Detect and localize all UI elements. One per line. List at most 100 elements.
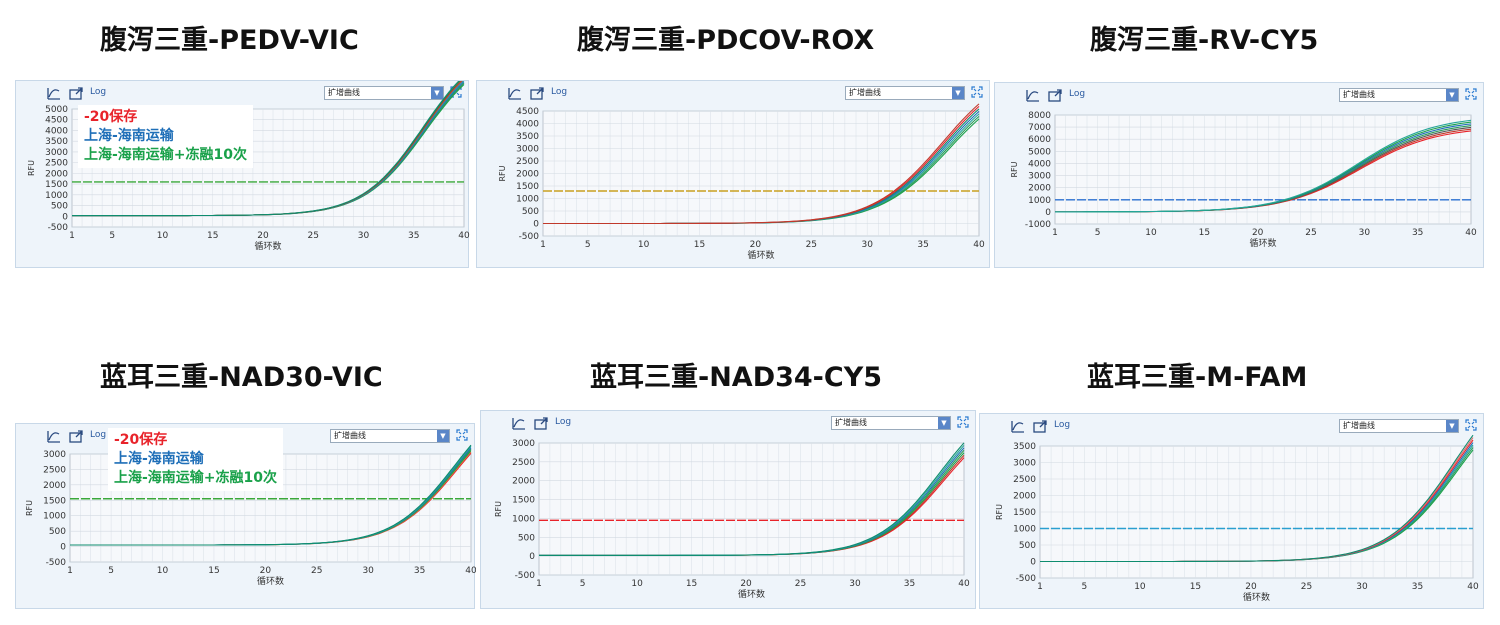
curve-type-select[interactable]: 扩增曲线 ▼ [324, 86, 444, 100]
log-toggle[interactable]: Log [1069, 89, 1086, 99]
select-label: 扩增曲线 [328, 88, 360, 97]
chevron-down-icon[interactable]: ▼ [1446, 420, 1458, 432]
curve-type-select[interactable]: 扩增曲线 ▼ [1339, 419, 1459, 433]
x-tick-label: 1 [540, 240, 546, 250]
x-tick-label: 25 [1305, 228, 1316, 238]
legend-entry: 上海-海南运输 [84, 128, 174, 144]
y-tick-label: 1500 [43, 496, 66, 506]
curve-icon[interactable] [511, 415, 527, 431]
export-icon[interactable] [1032, 418, 1048, 434]
curve-icon[interactable] [1010, 418, 1026, 434]
x-tick-label: 10 [1145, 228, 1157, 238]
expand-icon[interactable] [1465, 88, 1477, 100]
export-icon[interactable] [68, 85, 84, 101]
chevron-down-icon[interactable]: ▼ [1446, 89, 1458, 101]
x-tick-label: 15 [208, 566, 219, 576]
y-axis-label: RFU [494, 501, 503, 517]
x-tick-label: 5 [108, 566, 114, 576]
y-tick-label: 2500 [45, 159, 68, 169]
chevron-down-icon[interactable]: ▼ [938, 417, 950, 429]
chart-panel: Log 扩增曲线 ▼ -500 0 500 1000 1500 2000 2500 3000 1 5 10… [15, 423, 476, 609]
y-tick-label: -500 [515, 571, 536, 581]
legend-entry: -20保存 [114, 432, 168, 448]
x-tick-label: 1 [69, 231, 75, 241]
y-tick-label: 4000 [1028, 159, 1051, 169]
x-axis-label: 循环数 [1243, 591, 1270, 603]
export-icon[interactable] [68, 428, 84, 444]
y-tick-label: 1000 [1013, 525, 1036, 535]
expand-icon[interactable] [456, 429, 468, 441]
x-tick-label: 10 [631, 579, 643, 589]
x-tick-label: 30 [849, 579, 861, 589]
export-icon[interactable] [529, 85, 545, 101]
chart-title: 蓝耳三重-NAD30-VIC [100, 362, 383, 393]
y-tick-label: 500 [522, 207, 539, 217]
y-tick-label: -500 [519, 232, 540, 242]
y-tick-label: 3000 [1028, 172, 1051, 182]
y-tick-label: 3000 [43, 450, 66, 460]
y-tick-label: 3500 [1013, 442, 1036, 452]
y-tick-label: 8000 [1028, 111, 1051, 121]
export-icon[interactable] [1047, 87, 1063, 103]
curve-icon[interactable] [46, 428, 62, 444]
curve-type-select[interactable]: 扩增曲线 ▼ [1339, 88, 1459, 102]
y-tick-label: 6000 [1028, 135, 1051, 145]
y-tick-label: 2000 [45, 169, 68, 179]
chart-panel: Log 扩增曲线 ▼ -500 0 500 1000 1500 2000 2500 3000 3500… [979, 413, 1484, 609]
x-tick-label: 30 [861, 240, 873, 250]
y-tick-label: 4500 [516, 107, 539, 117]
export-icon[interactable] [533, 415, 549, 431]
expand-icon[interactable] [971, 86, 983, 98]
curve-icon[interactable] [507, 85, 523, 101]
y-axis-label: RFU [25, 500, 34, 516]
x-tick-label: 25 [795, 579, 806, 589]
log-toggle[interactable]: Log [551, 87, 568, 97]
plot-area [1054, 114, 1472, 225]
chevron-down-icon[interactable]: ▼ [431, 87, 443, 99]
y-tick-label: 5000 [1028, 147, 1051, 157]
y-tick-label: 2000 [1013, 492, 1036, 502]
y-tick-label: 0 [529, 552, 535, 562]
amplification-curve [1055, 119, 1472, 213]
x-tick-label: 35 [414, 566, 425, 576]
plot-svg: -500 0 500 1000 1500 2000 2500 3000 3500 4000 4500… [498, 103, 985, 261]
log-toggle[interactable]: Log [90, 430, 107, 440]
x-tick-label: 20 [740, 579, 752, 589]
y-tick-label: 0 [533, 220, 539, 230]
x-axis-label: 循环数 [257, 575, 284, 587]
chart-title: 腹泻三重-RV-CY5 [1090, 25, 1319, 56]
curve-type-select[interactable]: 扩增曲线 ▼ [330, 429, 450, 443]
y-tick-label: -500 [48, 223, 69, 233]
chevron-down-icon[interactable]: ▼ [952, 87, 964, 99]
chart-title: 蓝耳三重-NAD34-CY5 [590, 362, 883, 393]
chevron-down-icon[interactable]: ▼ [437, 430, 449, 442]
x-tick-label: 35 [904, 579, 915, 589]
x-tick-label: 25 [806, 240, 817, 250]
curve-type-select[interactable]: 扩增曲线 ▼ [845, 86, 965, 100]
x-tick-label: 30 [1359, 228, 1371, 238]
y-tick-label: 3500 [516, 132, 539, 142]
expand-icon[interactable] [1465, 419, 1477, 431]
x-tick-label: 1 [1052, 228, 1058, 238]
log-toggle[interactable]: Log [555, 417, 572, 427]
x-tick-label: 5 [580, 579, 586, 589]
log-toggle[interactable]: Log [90, 87, 107, 97]
x-tick-label: 35 [917, 240, 928, 250]
y-tick-label: 3000 [512, 439, 535, 449]
select-label: 扩增曲线 [1343, 90, 1375, 99]
y-tick-label: 0 [1030, 558, 1036, 568]
curve-icon[interactable] [1025, 87, 1041, 103]
x-tick-label: 15 [1199, 228, 1210, 238]
curve-icon[interactable] [46, 85, 62, 101]
curve-type-select[interactable]: 扩增曲线 ▼ [831, 416, 951, 430]
x-tick-label: 1 [67, 566, 73, 576]
x-tick-label: 5 [1082, 582, 1088, 592]
y-tick-label: 1500 [516, 182, 539, 192]
log-toggle[interactable]: Log [1054, 420, 1071, 430]
x-tick-label: 25 [311, 566, 322, 576]
expand-icon[interactable] [957, 416, 969, 428]
legend-entry: 上海-海南运输+冻融10次 [84, 147, 248, 163]
x-tick-label: 25 [308, 231, 319, 241]
